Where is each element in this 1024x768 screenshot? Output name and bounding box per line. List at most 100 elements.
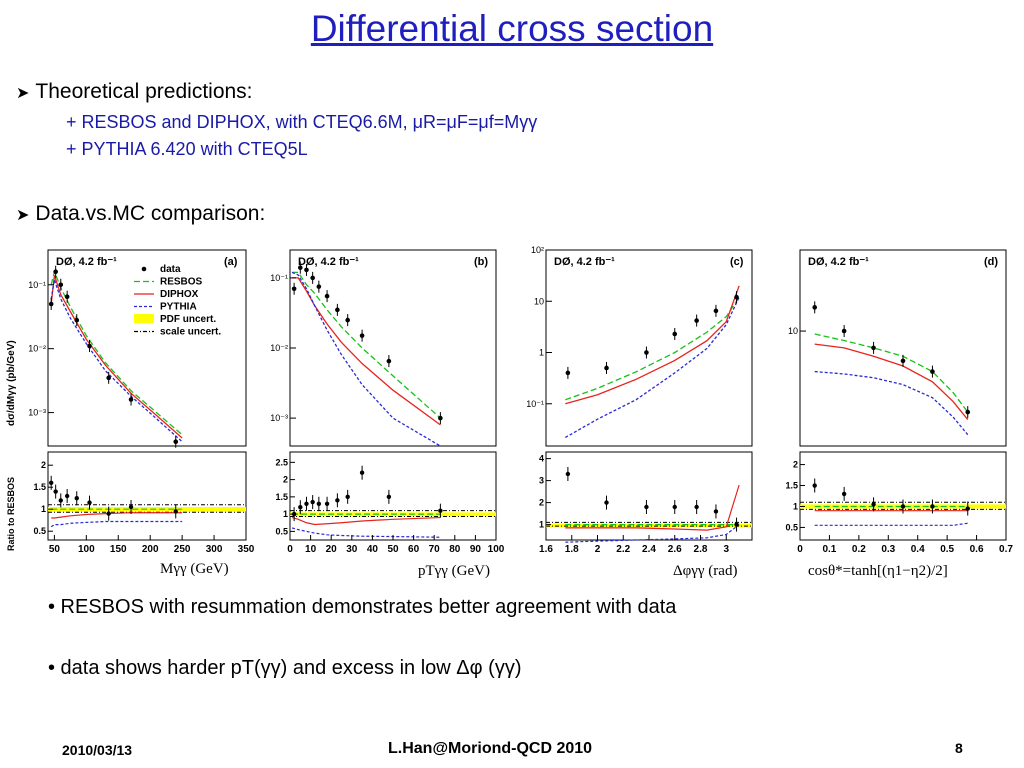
y-tick-label: 10⁻³ (28, 408, 46, 418)
data-point (841, 328, 847, 334)
y-tick-label: 10⁻² (28, 344, 46, 354)
x-tick-label: 0.4 (911, 544, 925, 555)
legend-label-pdf: PDF uncert. (160, 314, 216, 325)
ratio-tick-label: 1 (793, 501, 798, 511)
data-point (53, 269, 58, 275)
data-point (291, 286, 297, 292)
series-line-resbos (565, 296, 740, 401)
ratio-data-point (128, 504, 134, 510)
data-point (324, 293, 330, 299)
x-tick-label: 2.6 (668, 544, 682, 555)
data-point (812, 305, 818, 310)
y-tick-label: 1 (539, 348, 544, 358)
x-tick-label: 0.7 (999, 544, 1013, 555)
y-tick-label: 10² (531, 245, 544, 255)
panel-label: (d) (984, 256, 998, 268)
y-axis-titles: dσ/dMγγ (pb/GeV) Ratio to RESBOS (6, 340, 17, 551)
legend-data-marker (141, 266, 147, 272)
chart-panel-d: DØ, 4.2 fb⁻¹ (d) 0 0.1 0.2 0.3 0.4 0.5 0.6 0.7 10 0… (785, 249, 1013, 555)
x-tick-label: 2.4 (642, 544, 656, 555)
y-tick-label: 10⁻¹ (28, 280, 46, 290)
ratio-data-point (871, 502, 876, 507)
footer-date: 2010/03/13 (62, 742, 133, 758)
lumi-label: DØ, 4.2 fb⁻¹ (554, 256, 615, 268)
bullet-theory: ➤ Theoretical predictions: (16, 80, 253, 104)
x-tick-label: 2.2 (616, 544, 630, 555)
ratio-line-pythia (291, 527, 441, 538)
data-point (304, 267, 309, 273)
data-point (672, 331, 678, 337)
data-point (87, 343, 92, 349)
ratio-data-point (812, 483, 817, 488)
panel-label: (c) (730, 256, 744, 268)
x-tick-label: 350 (238, 544, 255, 555)
series-line-pythia (291, 271, 441, 447)
y-tick-label: 10 (788, 326, 798, 336)
x-tick-label: 10 (305, 544, 317, 555)
legend-label-resbos: RESBOS (160, 277, 203, 288)
data-point (128, 397, 134, 402)
data-point (713, 308, 719, 314)
x-axis-label-b: pTγγ (GeV) (418, 563, 490, 579)
legend-label-data: data (160, 264, 181, 275)
ratio-data-point (324, 501, 330, 506)
legend-pdf-swatch (134, 314, 154, 323)
series-line-pythia (564, 296, 740, 439)
ratio-tick-label: 1 (283, 509, 288, 519)
bullet-comparison-text: Data.vs.MC comparison: (35, 202, 266, 225)
data-point (173, 439, 179, 445)
x-tick-label: 0.3 (881, 544, 895, 555)
x-tick-label: 30 (346, 544, 358, 555)
series-line-diphox (565, 285, 740, 405)
ratio-tick-label: 0.5 (785, 522, 798, 532)
series-line-diphox (292, 277, 441, 426)
ratio-tick-label: 1.5 (275, 492, 288, 502)
ratio-data-point (965, 506, 970, 511)
ratio-data-point (386, 494, 392, 500)
y-tick-label: 10⁻³ (270, 413, 288, 423)
footer-author: L.Han@Moriond-QCD 2010 (388, 740, 593, 757)
y-tick-label: 10⁻¹ (270, 273, 288, 283)
x-tick-label: 90 (470, 544, 482, 555)
data-point (106, 375, 111, 381)
x-tick-label: 3 (723, 544, 729, 555)
x-tick-label: 1.6 (539, 544, 553, 555)
ratio-tick-label: 2 (41, 460, 46, 470)
x-tick-label: 250 (174, 544, 191, 555)
x-tick-label: 150 (110, 544, 127, 555)
ratio-line-diphox (51, 512, 183, 519)
lumi-label: DØ, 4.2 fb⁻¹ (56, 256, 117, 268)
ratio-tick-label: 4 (539, 454, 544, 464)
data-point (871, 345, 876, 351)
panel-label: (b) (474, 256, 488, 268)
chart-panel-c: DØ, 4.2 fb⁻¹ (c) 1.6 1.8 2 2.2 2.4 2.6 2.8 3 10² 10… (526, 245, 753, 555)
chart-panel-b: DØ, 4.2 fb⁻¹ (b) 0 10 20 30 40 50 60 70 80 90 100 10⁻… (270, 249, 505, 555)
data-point (900, 358, 906, 364)
y-tick-label: 10 (534, 296, 544, 306)
conclusion-2: • data shows harder pT(γγ) and excess in… (48, 657, 522, 679)
slide-title: Differential cross section (310, 8, 714, 49)
ratio-data-point (298, 505, 303, 510)
data-point (74, 317, 80, 323)
data-point (565, 370, 571, 376)
ratio-plot-frame (799, 451, 1007, 541)
ratio-line-diphox (565, 484, 740, 531)
x-tick-label: 60 (408, 544, 420, 555)
theory-line-1: + RESBOS and DIPHOX, with CTEQ6.6M, μR=μ… (66, 112, 538, 132)
top-plot-frame (545, 249, 753, 447)
lumi-label: DØ, 4.2 fb⁻¹ (808, 256, 869, 268)
x-tick-label: 0.2 (852, 544, 866, 555)
data-point (644, 350, 649, 355)
ratio-plot-frame (289, 451, 497, 541)
x-tick-label: 300 (206, 544, 223, 555)
data-point (694, 318, 699, 323)
ratio-line-pythia (565, 524, 740, 543)
data-point (48, 301, 54, 307)
ratio-data-point (74, 496, 79, 501)
ratio-data-point (53, 489, 58, 494)
x-axis-label-a: Mγγ (GeV) (160, 561, 229, 577)
ratio-tick-label: 1.5 (33, 482, 46, 492)
x-tick-label: 100 (78, 544, 95, 555)
x-tick-label: 0.5 (940, 544, 954, 555)
x-tick-label: 2.8 (694, 544, 708, 555)
